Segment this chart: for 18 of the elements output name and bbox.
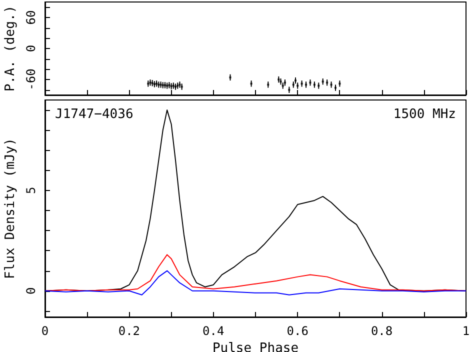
y-axis-title: P.A. (deg.) <box>3 5 18 92</box>
x-tick-label: 0.6 <box>286 324 308 338</box>
annotation: 1500 MHz <box>393 107 456 122</box>
y-tick-label: 60 <box>24 10 38 25</box>
y-tick-label: 5 <box>24 186 38 194</box>
y-tick-label: -60 <box>24 68 38 90</box>
y-tick-label: 0 <box>24 287 38 294</box>
x-axis-title: Pulse Phase <box>212 340 299 352</box>
x-tick-label: 0.2 <box>118 324 140 338</box>
annotation: J1747−4036 <box>55 107 134 122</box>
y-tick-label: 0 <box>24 44 38 52</box>
y-axis-title: Flux Density (mJy) <box>3 138 18 279</box>
x-tick-label: 1 <box>462 324 470 338</box>
line-series <box>44 270 466 296</box>
x-tick-label: 0.8 <box>370 324 393 338</box>
line-series <box>44 254 466 292</box>
x-tick-label: 0 <box>41 324 49 338</box>
x-tick-label: 0.4 <box>202 324 224 338</box>
